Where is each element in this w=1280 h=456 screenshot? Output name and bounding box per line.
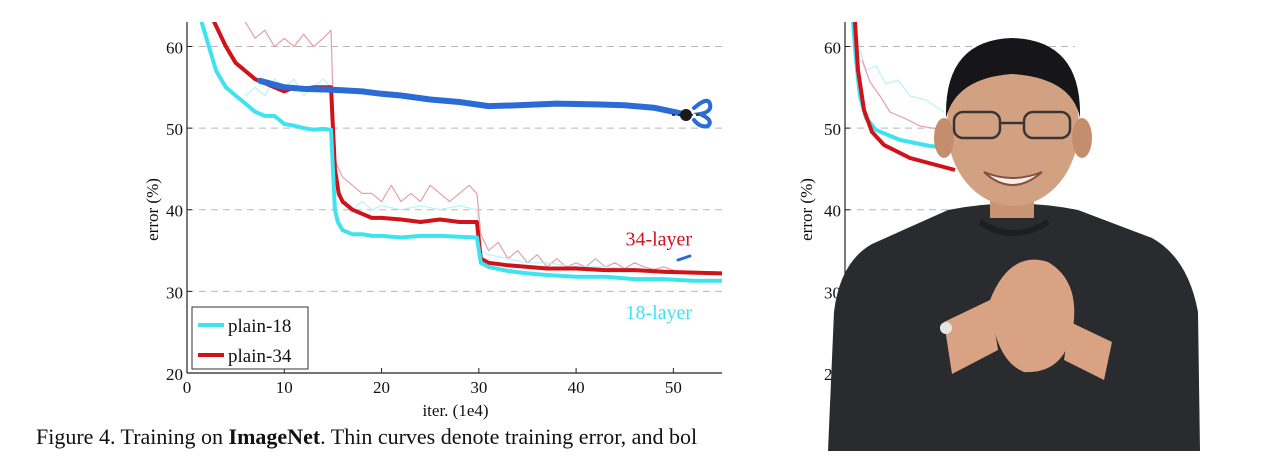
- y-axis-label: error (%): [797, 178, 816, 241]
- caption-suffix: . Thin curves denote training error, and…: [320, 424, 698, 449]
- y-axis-label: error (%): [143, 178, 162, 241]
- curve-annotation: 18-layer: [625, 302, 692, 324]
- legend: plain-18 plain-34: [191, 306, 309, 370]
- x-tick-label: 20: [373, 378, 390, 397]
- x-axis-label: iter. (1e4): [422, 401, 488, 420]
- y-tick-label: 40: [824, 202, 841, 221]
- series-line: [257, 77, 691, 119]
- presenter-video-overlay: [828, 38, 1200, 451]
- annotation-pen-mark: [676, 254, 692, 262]
- series-line: [859, 49, 945, 113]
- caption-prefix: Figure 4. Training on: [36, 424, 229, 449]
- figure-caption: Figure 4. Training on ImageNet. Thin cur…: [36, 424, 697, 450]
- left-chart: 20 30 40 50 60 0 10 20 30 40 50 iter. (1e4) error (%…: [143, 22, 722, 420]
- legend-label: plain-18: [228, 316, 291, 337]
- y-tick-label: 40: [166, 202, 183, 221]
- y-tick-label: 50: [824, 120, 841, 139]
- y-tick-label: 50: [166, 120, 183, 139]
- series-line: [244, 22, 675, 271]
- series-line: [861, 59, 945, 131]
- x-tick-label: 40: [568, 378, 585, 397]
- curve-annotation: 34-layer: [625, 228, 692, 250]
- legend-box: [191, 306, 309, 370]
- y-tick-label: 30: [166, 283, 183, 302]
- series-line: [199, 22, 722, 283]
- x-tick-label: 10: [276, 378, 293, 397]
- caption-bold: ImageNet: [228, 424, 321, 449]
- pen-cursor-scribble: [692, 98, 713, 129]
- series-line: [244, 78, 665, 271]
- y-tick-label: 20: [166, 365, 183, 384]
- pen-cursor-icon: [672, 98, 713, 129]
- x-tick-label: 30: [470, 378, 487, 397]
- x-tick-label: 50: [665, 378, 682, 397]
- y-tick-label: 60: [824, 38, 841, 57]
- series-line: [853, 21, 956, 172]
- x-tick-label: 0: [183, 378, 192, 397]
- legend-label: plain-34: [228, 346, 292, 367]
- y-tick-label: 60: [166, 38, 183, 57]
